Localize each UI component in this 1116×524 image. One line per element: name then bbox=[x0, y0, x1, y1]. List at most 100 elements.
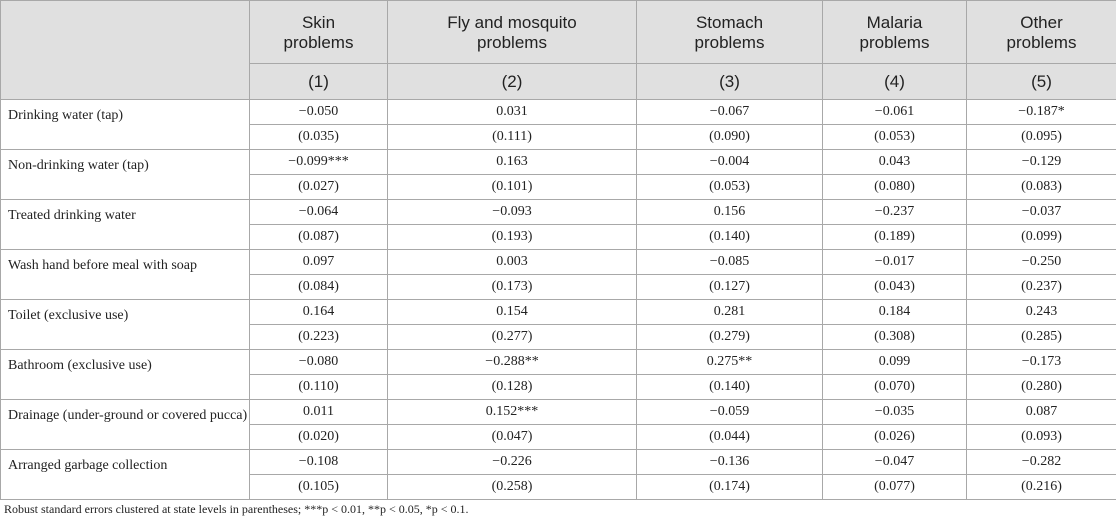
coefficient-cell: −0.037 bbox=[966, 199, 1116, 225]
coefficient-cell: 0.003 bbox=[387, 249, 637, 275]
coefficient-cell: −0.237 bbox=[822, 199, 967, 225]
standard-error-cell: (0.279) bbox=[636, 324, 823, 350]
standard-error-cell: (0.101) bbox=[387, 174, 637, 200]
standard-error-cell: (0.020) bbox=[249, 424, 388, 450]
row-label: Wash hand before meal with soap bbox=[0, 249, 250, 300]
standard-error-cell: (0.111) bbox=[387, 124, 637, 150]
row-label: Drainage (under-ground or covered pucca) bbox=[0, 399, 250, 450]
header-row-titles: Skin problems Fly and mosquito problems … bbox=[0, 0, 1116, 100]
coefficient-cell: 0.099 bbox=[822, 349, 967, 375]
coefficient-cell: −0.017 bbox=[822, 249, 967, 275]
standard-error-cell: (0.140) bbox=[636, 224, 823, 250]
coefficient-cell: −0.050 bbox=[249, 99, 388, 125]
table-row-standard-error: (0.087) (0.193) (0.140) (0.189) (0.099) bbox=[1, 224, 1116, 250]
coefficient-cell: 0.043 bbox=[822, 149, 967, 175]
standard-error-cell: (0.285) bbox=[966, 324, 1116, 350]
standard-error-cell: (0.174) bbox=[636, 474, 823, 500]
standard-error-cell: (0.128) bbox=[387, 374, 637, 400]
standard-error-cell: (0.189) bbox=[822, 224, 967, 250]
coefficient-cell: −0.129 bbox=[966, 149, 1116, 175]
coefficient-cell: −0.187* bbox=[966, 99, 1116, 125]
standard-error-cell: (0.077) bbox=[822, 474, 967, 500]
standard-error-cell: (0.026) bbox=[822, 424, 967, 450]
coefficient-cell: 0.152*** bbox=[387, 399, 637, 425]
coefficient-cell: −0.059 bbox=[636, 399, 823, 425]
table-row-coefficient: Non-drinking water (tap) −0.099*** 0.163 −0… bbox=[0, 149, 1116, 200]
coefficient-cell: −0.282 bbox=[966, 449, 1116, 475]
coefficient-cell: −0.108 bbox=[249, 449, 388, 475]
coefficient-cell: −0.067 bbox=[636, 99, 823, 125]
row-label: Treated drinking water bbox=[0, 199, 250, 250]
standard-error-cell: (0.280) bbox=[966, 374, 1116, 400]
table-footnote: Robust standard errors clustered at stat… bbox=[4, 502, 469, 516]
table-row-coefficient: Arranged garbage collection −0.108 −0.226−… bbox=[0, 449, 1116, 500]
table-row-coefficient: Drinking water (tap) −0.050 0.031 −0.067 −0.… bbox=[0, 99, 1116, 150]
column-number: (1) bbox=[249, 63, 388, 100]
coefficient-cell: 0.163 bbox=[387, 149, 637, 175]
standard-error-cell: (0.053) bbox=[636, 174, 823, 200]
column-number: (5) bbox=[966, 63, 1116, 100]
standard-error-cell: (0.035) bbox=[249, 124, 388, 150]
standard-error-cell: (0.105) bbox=[249, 474, 388, 500]
header-row-numbers: (1) (2) (3) (4) (5) bbox=[1, 63, 1116, 100]
standard-error-cell: (0.084) bbox=[249, 274, 388, 300]
coefficient-cell: −0.226 bbox=[387, 449, 637, 475]
coefficient-cell: −0.173 bbox=[966, 349, 1116, 375]
table-row-standard-error: (0.027) (0.101) (0.053) (0.080) (0.083) bbox=[1, 174, 1116, 200]
regression-table: Skin problems Fly and mosquito problems … bbox=[0, 0, 1116, 500]
row-label: Drinking water (tap) bbox=[0, 99, 250, 150]
standard-error-cell: (0.043) bbox=[822, 274, 967, 300]
coefficient-cell: 0.011 bbox=[249, 399, 388, 425]
standard-error-cell: (0.080) bbox=[822, 174, 967, 200]
coefficient-cell: −0.250 bbox=[966, 249, 1116, 275]
coefficient-cell: −0.035 bbox=[822, 399, 967, 425]
standard-error-cell: (0.087) bbox=[249, 224, 388, 250]
column-number: (3) bbox=[636, 63, 823, 100]
coefficient-cell: 0.243 bbox=[966, 299, 1116, 325]
coefficient-cell: 0.184 bbox=[822, 299, 967, 325]
coefficient-cell: −0.047 bbox=[822, 449, 967, 475]
table-row-coefficient: Treated drinking water −0.064 −0.093 0.156−… bbox=[0, 199, 1116, 250]
coefficient-cell: −0.064 bbox=[249, 199, 388, 225]
table-row-standard-error: (0.035) (0.111) (0.090) (0.053) (0.095) bbox=[1, 124, 1116, 150]
standard-error-cell: (0.258) bbox=[387, 474, 637, 500]
coefficient-cell: −0.099*** bbox=[249, 149, 388, 175]
column-number: (4) bbox=[822, 63, 967, 100]
column-header-malaria: Malaria problems bbox=[822, 0, 967, 64]
standard-error-cell: (0.044) bbox=[636, 424, 823, 450]
coefficient-cell: 0.031 bbox=[387, 99, 637, 125]
table-row-coefficient: Drainage (under-ground or covered pucca)… bbox=[0, 399, 1116, 450]
standard-error-cell: (0.099) bbox=[966, 224, 1116, 250]
coefficient-cell: −0.061 bbox=[822, 99, 967, 125]
coefficient-cell: 0.164 bbox=[249, 299, 388, 325]
coefficient-cell: 0.281 bbox=[636, 299, 823, 325]
standard-error-cell: (0.095) bbox=[966, 124, 1116, 150]
standard-error-cell: (0.090) bbox=[636, 124, 823, 150]
coefficient-cell: −0.004 bbox=[636, 149, 823, 175]
column-header-stomach: Stomach problems bbox=[636, 0, 823, 64]
table-row-standard-error: (0.105) (0.258) (0.174) (0.077) (0.216) bbox=[1, 474, 1116, 500]
row-label: Non-drinking water (tap) bbox=[0, 149, 250, 200]
standard-error-cell: (0.083) bbox=[966, 174, 1116, 200]
standard-error-cell: (0.308) bbox=[822, 324, 967, 350]
coefficient-cell: −0.080 bbox=[249, 349, 388, 375]
coefficient-cell: 0.097 bbox=[249, 249, 388, 275]
column-header-skin: Skin problems bbox=[249, 0, 388, 64]
standard-error-cell: (0.127) bbox=[636, 274, 823, 300]
table-row-standard-error: (0.110) (0.128) (0.140) (0.070) (0.280) bbox=[1, 374, 1116, 400]
header-corner bbox=[0, 0, 250, 100]
standard-error-cell: (0.070) bbox=[822, 374, 967, 400]
standard-error-cell: (0.053) bbox=[822, 124, 967, 150]
standard-error-cell: (0.027) bbox=[249, 174, 388, 200]
standard-error-cell: (0.110) bbox=[249, 374, 388, 400]
table-row-standard-error: (0.020) (0.047) (0.044) (0.026) (0.093) bbox=[1, 424, 1116, 450]
coefficient-cell: 0.275** bbox=[636, 349, 823, 375]
table-body: Drinking water (tap) −0.050 0.031 −0.067 −0.… bbox=[0, 99, 1116, 500]
coefficient-cell: −0.093 bbox=[387, 199, 637, 225]
coefficient-cell: −0.288** bbox=[387, 349, 637, 375]
standard-error-cell: (0.216) bbox=[966, 474, 1116, 500]
standard-error-cell: (0.277) bbox=[387, 324, 637, 350]
coefficient-cell: −0.085 bbox=[636, 249, 823, 275]
coefficient-cell: 0.156 bbox=[636, 199, 823, 225]
table-row-coefficient: Bathroom (exclusive use) −0.080 −0.288** 0.… bbox=[0, 349, 1116, 400]
